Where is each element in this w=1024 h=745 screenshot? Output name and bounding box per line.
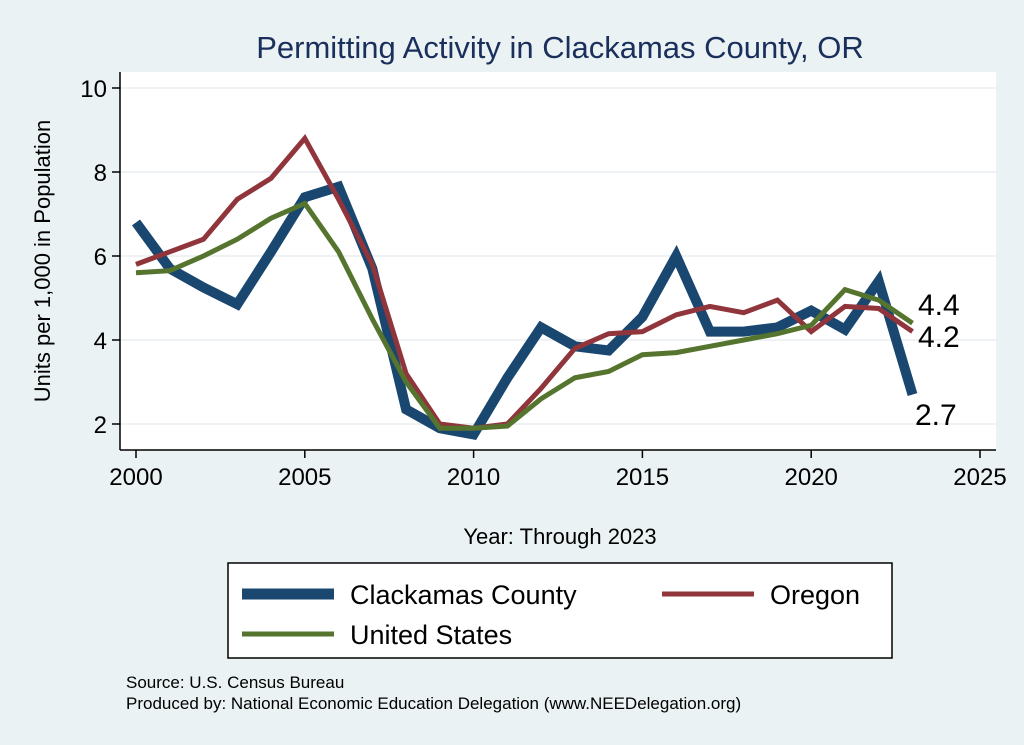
plot-area bbox=[120, 72, 996, 450]
y-tick-label: 10 bbox=[80, 76, 107, 103]
axis-ticks: 2 4 6 8 10 2000 2005 2010 2015 2020 2025 bbox=[80, 76, 1006, 491]
chart-title: Permitting Activity in Clackamas County,… bbox=[256, 30, 864, 65]
x-tick-label: 2005 bbox=[278, 464, 331, 491]
x-tick-label: 2000 bbox=[109, 464, 162, 491]
end-label-oregon: 4.2 bbox=[918, 321, 960, 354]
source-note: Source: U.S. Census Bureau bbox=[126, 673, 344, 692]
end-label-clackamas: 2.7 bbox=[915, 399, 957, 432]
x-tick-label: 2015 bbox=[616, 464, 669, 491]
x-axis-title: Year: Through 2023 bbox=[463, 524, 656, 549]
series-line-united-states bbox=[135, 200, 914, 431]
legend-label-clackamas: Clackamas County bbox=[350, 580, 577, 610]
y-tick-label: 6 bbox=[94, 244, 107, 271]
legend-box bbox=[227, 562, 893, 659]
y-axis-title: Units per 1,000 in Population bbox=[30, 120, 55, 403]
y-tick-label: 8 bbox=[94, 160, 107, 187]
x-tick-label: 2025 bbox=[953, 464, 1006, 491]
series-line-oregon bbox=[135, 134, 914, 431]
legend: Clackamas County Oregon United States bbox=[227, 562, 893, 659]
series-lines bbox=[131, 134, 918, 441]
end-label-united-states: 4.4 bbox=[918, 289, 960, 322]
legend-label-oregon: Oregon bbox=[770, 580, 860, 610]
produced-by-note: Produced by: National Economic Education… bbox=[126, 694, 741, 713]
y-tick-label: 2 bbox=[94, 412, 107, 439]
y-tick-label: 4 bbox=[94, 328, 107, 355]
legend-label-united-states: United States bbox=[350, 620, 512, 650]
x-tick-label: 2010 bbox=[447, 464, 500, 491]
series-line-clackamas bbox=[131, 180, 918, 441]
x-tick-label: 2020 bbox=[785, 464, 838, 491]
